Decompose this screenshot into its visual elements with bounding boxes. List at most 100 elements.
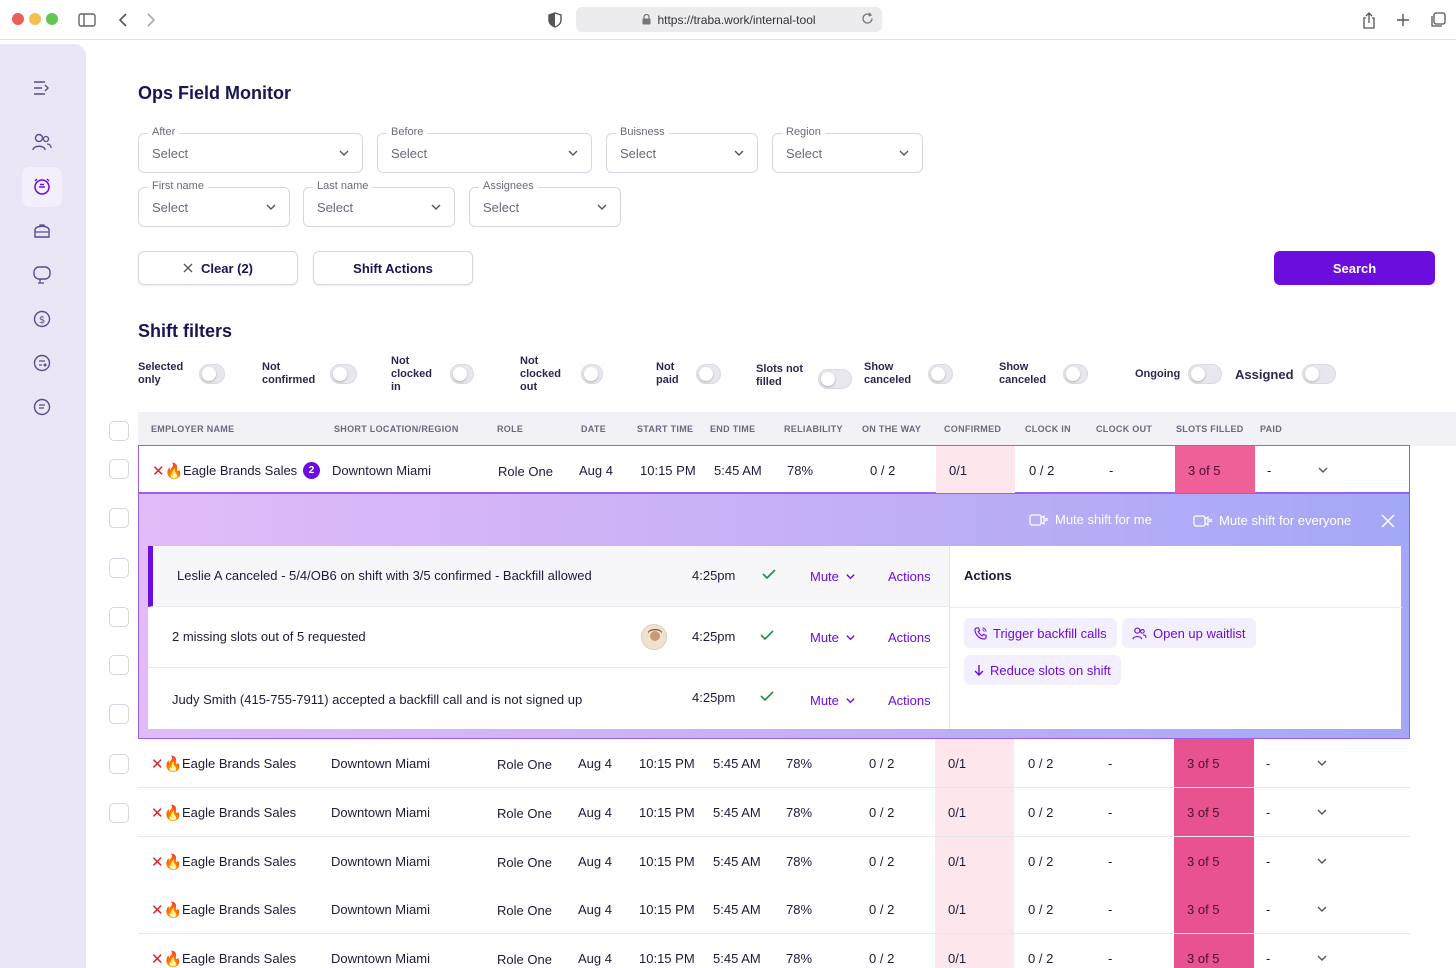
toggle-show-canceled-2[interactable]: Show canceled [999, 359, 1089, 389]
row-checkbox[interactable] [109, 607, 129, 627]
minimize-window-button[interactable] [29, 13, 41, 25]
table-row[interactable]: ✕🔥 Eagle Brands Sales Downtown Miami Rol… [138, 934, 1410, 968]
alert-item[interactable]: Leslie A canceled - 5/4/OB6 on shift wit… [148, 546, 949, 607]
alert-time: 4:25pm [692, 568, 736, 583]
toggle-switch[interactable] [580, 364, 603, 384]
column-header[interactable]: SLOTS FILLED [1176, 424, 1244, 434]
toggle-not-confirmed[interactable]: Not confirmed [262, 359, 358, 389]
toggle-switch[interactable] [450, 364, 474, 384]
chevron-down-icon[interactable] [1316, 952, 1328, 964]
table-row[interactable]: ✕🔥 Eagle Brands Sales Downtown Miami Rol… [138, 885, 1410, 934]
dollar-icon[interactable]: $ [22, 299, 62, 339]
toggle-switch[interactable] [199, 364, 226, 384]
sidebar-toggle-icon[interactable] [76, 9, 98, 31]
column-header[interactable]: EMPLOYER NAME [151, 424, 235, 434]
after-select[interactable]: After Select [138, 126, 363, 173]
mute-for-everyone-button[interactable]: Mute shift for everyone [1193, 513, 1351, 528]
toggle-switch[interactable] [329, 364, 358, 384]
chevron-down-icon[interactable] [1316, 903, 1328, 915]
table-row[interactable]: ✕🔥 Eagle Brands Sales Downtown Miami Rol… [138, 788, 1410, 837]
shift-actions-button[interactable]: Shift Actions [313, 251, 473, 285]
toggle-switch[interactable] [695, 364, 721, 384]
message-circle-icon[interactable] [22, 387, 62, 427]
monitor-clock-icon[interactable] [22, 167, 62, 207]
share-icon[interactable] [1358, 9, 1380, 31]
address-bar[interactable]: https://traba.work/internal-tool [576, 7, 882, 32]
chevron-down-icon[interactable] [1316, 855, 1328, 867]
row-checkbox[interactable] [109, 508, 129, 528]
row-checkbox[interactable] [109, 459, 129, 479]
users-icon[interactable] [22, 122, 62, 162]
mute-for-me-button[interactable]: Mute shift for me [1029, 512, 1152, 527]
business-select[interactable]: Buisness Select [606, 126, 758, 173]
alert-item[interactable]: 2 missing slots out of 5 requested 4:25p… [148, 607, 949, 668]
back-icon[interactable] [112, 9, 134, 31]
collapse-menu-icon[interactable] [22, 68, 62, 108]
toggle-not-paid[interactable]: Not paid [656, 359, 721, 389]
close-window-button[interactable] [12, 13, 24, 25]
column-header[interactable]: DATE [581, 424, 607, 434]
row-checkbox[interactable] [109, 803, 129, 823]
region-select[interactable]: Region Select [772, 126, 923, 173]
new-tab-icon[interactable] [1392, 9, 1414, 31]
toggle-switch[interactable] [818, 369, 852, 389]
row-checkbox[interactable] [109, 655, 129, 675]
close-icon[interactable] [1381, 514, 1395, 528]
toggle-not-clocked-in[interactable]: Not clocked in [391, 355, 474, 393]
column-header[interactable]: CONFIRMED [944, 424, 1002, 434]
first-name-select[interactable]: First name Select [138, 180, 290, 227]
toggle-switch[interactable] [1188, 364, 1223, 384]
alert-item[interactable]: Judy Smith (415-755-7911) accepted a bac… [148, 668, 949, 729]
toggle-ongoing[interactable]: Ongoing [1135, 359, 1223, 389]
toggle-show-canceled[interactable]: Show canceled [864, 359, 954, 389]
column-header[interactable]: SHORT LOCATION/REGION [334, 424, 459, 434]
mute-dropdown[interactable]: Mute [810, 569, 856, 584]
mute-dropdown[interactable]: Mute [810, 693, 856, 708]
last-name-select[interactable]: Last name Select [303, 180, 455, 227]
before-select[interactable]: Before Select [377, 126, 592, 173]
table-row[interactable]: ✕🔥 Eagle Brands Sales Downtown Miami Rol… [138, 837, 1410, 886]
column-header[interactable]: END TIME [710, 424, 756, 434]
trigger-backfill-button[interactable]: Trigger backfill calls [964, 618, 1117, 648]
column-header[interactable]: RELIABILITY [784, 424, 843, 434]
row-checkbox[interactable] [109, 558, 129, 578]
reduce-slots-button[interactable]: Reduce slots on shift [964, 655, 1121, 685]
row-checkbox[interactable] [109, 754, 129, 774]
shield-icon[interactable] [544, 9, 566, 31]
alert-actions-link[interactable]: Actions [888, 693, 931, 708]
toggle-circle-icon[interactable] [22, 343, 62, 383]
chevron-down-icon[interactable] [1316, 806, 1328, 818]
reload-icon[interactable] [861, 12, 874, 25]
row-checkbox[interactable] [109, 704, 129, 724]
toggle-not-clocked-out[interactable]: Not clocked out [520, 355, 603, 393]
open-waitlist-button[interactable]: Open up waitlist [1122, 618, 1256, 648]
toggle-assigned[interactable]: Assigned [1235, 359, 1336, 389]
table-row-active[interactable]: ✕🔥 Eagle Brands Sales 2 Downtown Miami R… [138, 445, 1410, 494]
chevron-down-icon[interactable] [1316, 757, 1328, 769]
search-button[interactable]: Search [1274, 251, 1435, 285]
column-header[interactable]: PAID [1260, 424, 1283, 434]
clear-button[interactable]: Clear (2) [138, 251, 298, 285]
alert-actions-link[interactable]: Actions [888, 630, 931, 645]
assignees-select[interactable]: Assignees Select [469, 180, 621, 227]
chevron-down-icon[interactable] [1317, 464, 1329, 476]
toggle-switch[interactable] [1301, 364, 1336, 384]
alert-actions-link[interactable]: Actions [888, 569, 931, 584]
zoom-window-button[interactable] [46, 13, 58, 25]
toggle-selected-only[interactable]: Selected only [138, 359, 226, 389]
mute-dropdown[interactable]: Mute [810, 630, 856, 645]
table-row[interactable]: ✕🔥 Eagle Brands Sales Downtown Miami Rol… [138, 739, 1410, 788]
column-header[interactable]: CLOCK IN [1025, 424, 1071, 434]
column-header[interactable]: CLOCK OUT [1096, 424, 1153, 434]
briefcase-icon[interactable] [22, 211, 62, 251]
toggle-switch[interactable] [1063, 364, 1089, 384]
chat-icon[interactable] [22, 255, 62, 295]
column-header[interactable]: START TIME [637, 424, 694, 434]
column-header[interactable]: ON THE WAY [862, 424, 922, 434]
forward-icon[interactable] [140, 9, 162, 31]
column-header[interactable]: ROLE [497, 424, 524, 434]
tabs-overview-icon[interactable] [1427, 9, 1449, 31]
select-all-checkbox[interactable] [109, 421, 129, 441]
toggle-switch[interactable] [928, 364, 954, 384]
toggle-slots-not-filled[interactable]: Slots not filled [756, 361, 852, 391]
